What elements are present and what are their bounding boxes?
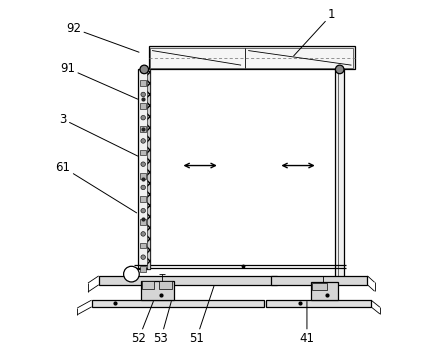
Circle shape [141, 115, 145, 120]
Bar [272, 276, 367, 285]
Circle shape [141, 185, 145, 190]
Bar [142, 281, 155, 289]
Bar [138, 69, 150, 269]
Bar [311, 282, 338, 300]
Text: 41: 41 [299, 302, 315, 345]
Circle shape [140, 65, 148, 74]
Bar [140, 150, 146, 156]
Bar [266, 300, 371, 307]
Circle shape [141, 232, 145, 236]
Text: 53: 53 [154, 302, 171, 345]
Bar [140, 219, 146, 225]
Bar [140, 196, 146, 202]
Text: 51: 51 [189, 286, 214, 345]
Bar [140, 281, 175, 300]
Bar [148, 46, 355, 69]
Bar [159, 281, 172, 289]
Bar [140, 243, 146, 248]
Circle shape [141, 92, 145, 97]
Bar [312, 283, 327, 290]
Text: 91: 91 [60, 62, 138, 99]
Bar [150, 48, 353, 68]
Text: 1: 1 [294, 8, 336, 56]
Bar [335, 69, 344, 279]
Bar [140, 126, 146, 132]
Text: 61: 61 [55, 161, 136, 213]
Bar [99, 276, 277, 285]
Circle shape [141, 208, 145, 213]
Text: 52: 52 [132, 302, 153, 345]
Circle shape [141, 69, 145, 73]
Bar [140, 80, 146, 86]
Bar [140, 173, 146, 179]
Circle shape [124, 266, 139, 282]
Circle shape [141, 255, 145, 260]
Text: 3: 3 [59, 113, 138, 156]
Bar [140, 266, 146, 272]
Bar [147, 69, 150, 269]
Text: 92: 92 [66, 22, 139, 52]
Circle shape [141, 138, 145, 143]
Bar [140, 103, 146, 109]
Circle shape [141, 162, 145, 167]
Bar [92, 300, 264, 307]
Circle shape [335, 65, 344, 74]
